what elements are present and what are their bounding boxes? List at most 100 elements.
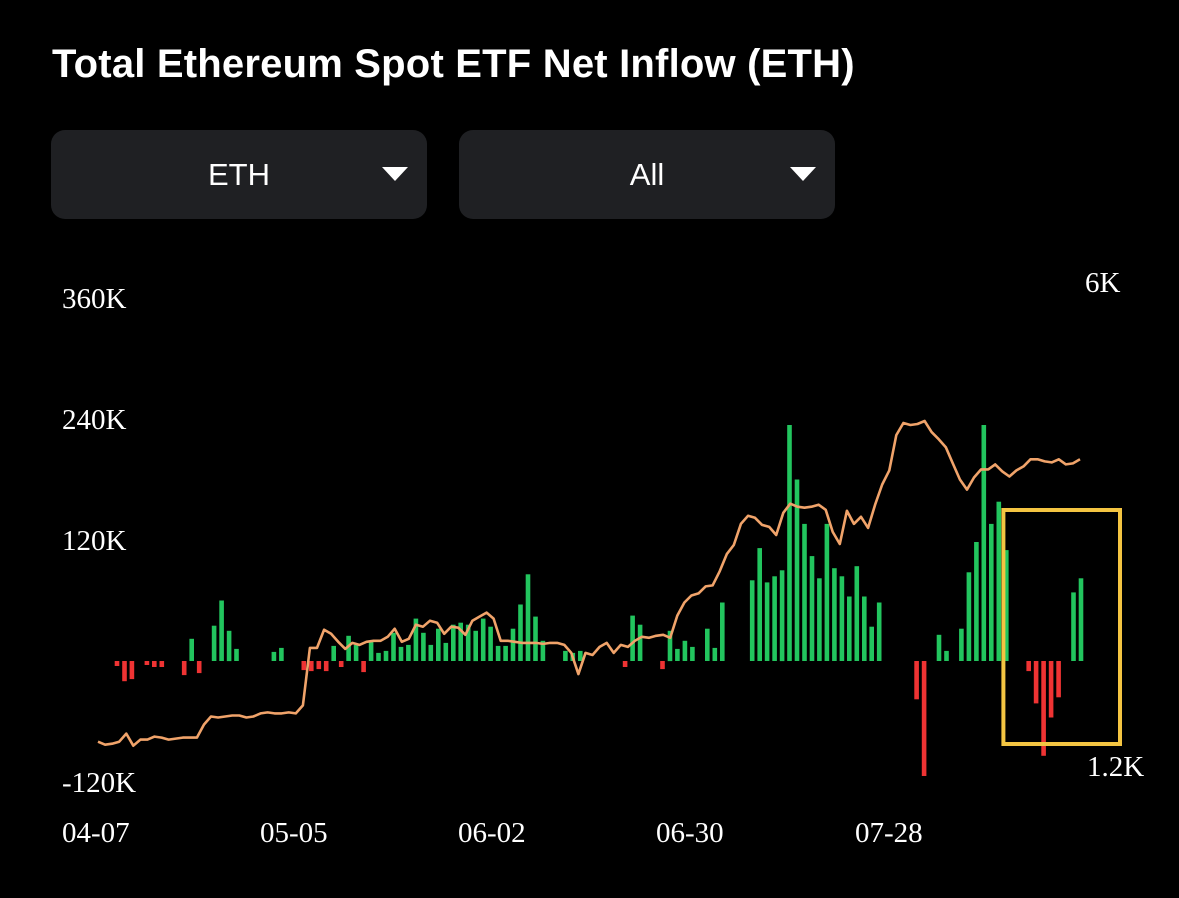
outflow-bar [1056, 661, 1061, 698]
inflow-bar [189, 638, 194, 661]
inflow-bar [996, 501, 1002, 661]
outflow-bar [114, 661, 120, 666]
inflow-bar [443, 642, 449, 661]
outflow-bar [1041, 661, 1046, 756]
page-title: Total Ethereum Spot ETF Net Inflow (ETH) [52, 42, 855, 86]
inflow-bar [383, 650, 389, 661]
inflow-bar [563, 650, 568, 661]
cumulative-line [97, 419, 1081, 747]
inflow-bar [832, 568, 837, 661]
inflow-bar [495, 645, 501, 661]
inflow-bar [802, 523, 807, 661]
outflow-bar [122, 661, 127, 682]
inflow-bar [981, 425, 987, 661]
inflow-bar [219, 600, 224, 661]
inflow-bar [839, 576, 845, 661]
inflow-bar [391, 632, 396, 661]
inflow-bar [510, 628, 516, 661]
left-axis-tick-label: 360K [62, 283, 127, 315]
bar-series [114, 425, 1084, 776]
x-axis-tick-label: 06-30 [656, 817, 724, 849]
outflow-bar [152, 661, 157, 667]
inflow-bar [331, 645, 336, 661]
inflow-bar [353, 644, 359, 661]
inflow-bar [234, 648, 239, 661]
inflow-bar [936, 634, 942, 661]
outflow-bar [1026, 661, 1031, 672]
inflow-bar [346, 635, 351, 661]
inflow-bar [525, 574, 531, 661]
outflow-bar [323, 661, 329, 672]
outflow-bar [309, 661, 314, 672]
outflow-bar [914, 661, 919, 700]
outflow-bar [316, 661, 322, 670]
highlight-box [1001, 508, 1123, 746]
inflow-bar [667, 630, 673, 662]
x-axis-tick-label: 04-07 [62, 817, 130, 849]
left-axis-tick-label: 240K [62, 404, 127, 436]
inflow-bar [682, 640, 688, 661]
range-dropdown-value: All [629, 157, 665, 192]
inflow-bar [1004, 550, 1009, 661]
inflow-bar [473, 630, 478, 662]
inflow-bar [712, 647, 718, 661]
outflow-bar [159, 661, 165, 667]
outflow-bar [196, 661, 202, 674]
inflow-bar [779, 570, 785, 662]
inflow-bar [630, 615, 635, 661]
inflow-bar [488, 626, 493, 661]
inflow-bar [787, 425, 792, 661]
x-axis-ticks: 04-07 05-05 06-02 06-30 07-28 [62, 817, 923, 849]
left-axis-tick-label: -120K [62, 767, 136, 799]
inflow-bar [817, 578, 822, 661]
inflow-bar [757, 548, 762, 661]
inflow-bar [854, 566, 860, 661]
unit-dropdown-value: ETH [208, 157, 270, 192]
inflow-bar [271, 651, 277, 661]
inflow-bar [705, 628, 710, 661]
outflow-bar [129, 661, 135, 680]
inflow-bar [809, 556, 815, 661]
inflow-bar [376, 652, 381, 661]
inflow-bar [847, 596, 852, 661]
inflow-bar [279, 647, 284, 661]
outflow-bar [301, 661, 307, 671]
inflow-bar [869, 626, 874, 661]
caret-down-icon [382, 167, 408, 181]
inflow-bar [413, 618, 419, 661]
inflow-bar [675, 648, 680, 661]
inflow-bar [764, 582, 770, 661]
outflow-bar [660, 661, 665, 670]
inflow-bar [421, 632, 426, 661]
outflow-bar [921, 661, 927, 776]
left-axis-ticks: 360K 240K 120K -120K [62, 283, 136, 799]
inflow-bar [944, 650, 949, 661]
left-axis-tick-label: 120K [62, 525, 127, 557]
inflow-bar [749, 580, 755, 661]
range-dropdown[interactable]: All [459, 130, 835, 219]
inflow-bar [503, 645, 508, 661]
outflow-bar [338, 661, 344, 667]
inflow-bar [480, 618, 486, 661]
inflow-bar [540, 640, 546, 661]
inflow-bar [226, 630, 232, 662]
right-axis-ticks: 6K 1.2K [1085, 267, 1144, 783]
inflow-bar [974, 542, 979, 661]
inflow-bar [451, 624, 456, 661]
inflow-bar [428, 644, 434, 661]
inflow-bar [690, 646, 695, 661]
outflow-bar [361, 661, 366, 673]
unit-dropdown[interactable]: ETH [51, 130, 427, 219]
inflow-bar [436, 628, 441, 661]
inflow-bar [966, 572, 972, 661]
inflow-bar [862, 596, 867, 661]
outflow-bar [1033, 661, 1039, 704]
inflow-bar [518, 604, 523, 661]
inflow-bar [720, 602, 725, 661]
inflow-bar [211, 625, 217, 661]
inflow-bar [1078, 578, 1084, 661]
inflow-bar [368, 640, 374, 661]
inflow-bar [465, 624, 471, 661]
inflow-bar [794, 479, 800, 661]
